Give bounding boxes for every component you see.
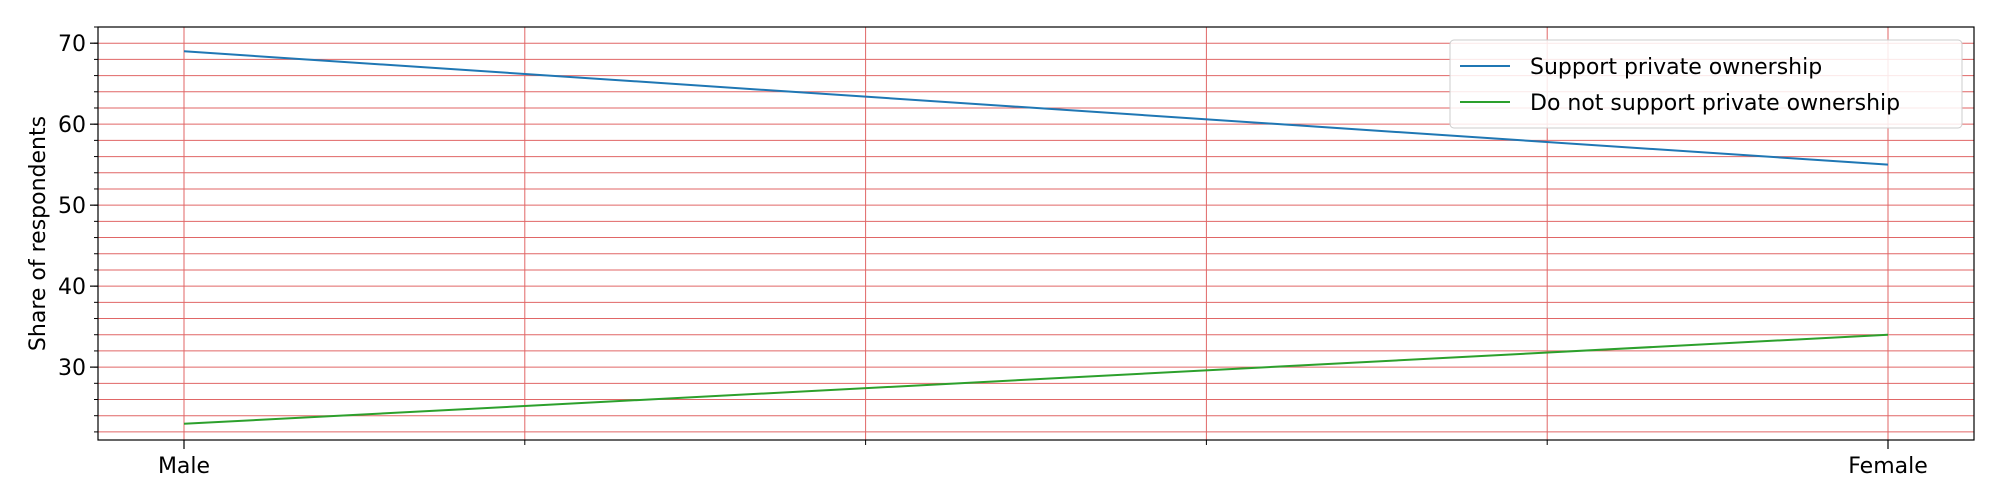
series-lines — [183, 50, 1889, 425]
y-tick-label: 40 — [58, 275, 86, 300]
series-line — [183, 50, 1889, 166]
plot-frame — [97, 26, 1975, 441]
series-line — [183, 333, 1889, 425]
y-tick-label: 60 — [58, 113, 86, 138]
axis-ticks: 30 40 50 60 70 Male Female — [58, 26, 1928, 479]
y-tick-label: 30 — [58, 356, 86, 381]
legend: Support private ownership Do not support … — [1449, 39, 1963, 129]
y-tick-label: 70 — [58, 32, 86, 57]
x-tick-label: Female — [1848, 454, 1928, 479]
y-axis-label: Share of respondents — [26, 116, 51, 351]
legend-label: Do not support private ownership — [1530, 91, 1900, 116]
legend-label: Support private ownership — [1530, 55, 1822, 80]
x-tick-label: Male — [158, 454, 210, 479]
legend-box — [1449, 39, 1963, 129]
y-tick-label: 50 — [58, 194, 86, 219]
